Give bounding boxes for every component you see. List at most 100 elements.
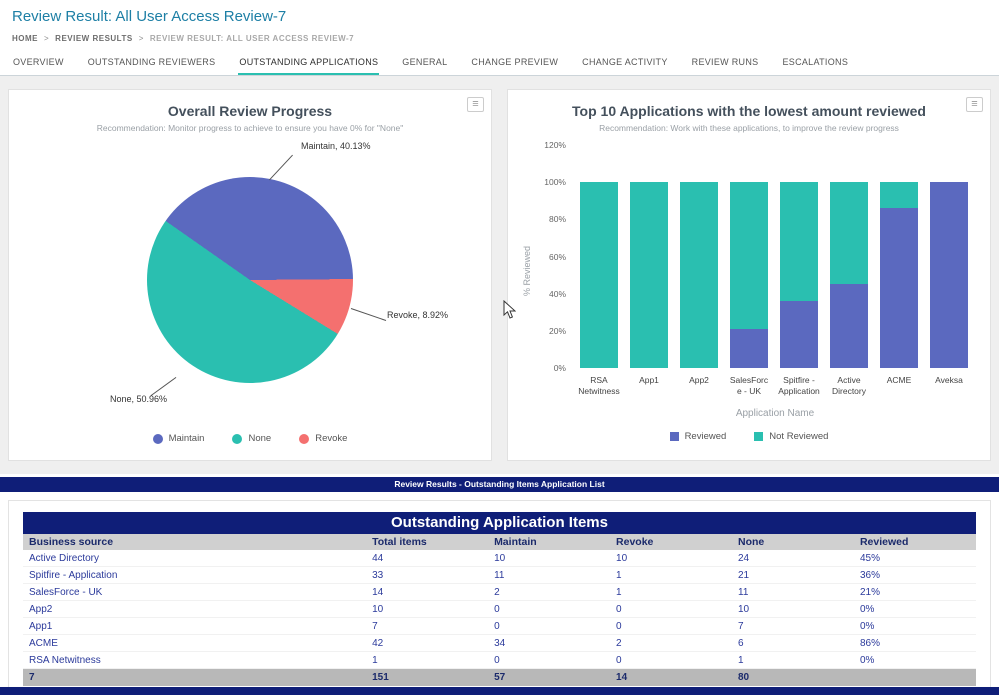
legend-item-maintain[interactable]: Maintain [153,433,205,444]
bar-segment-not-reviewed[interactable] [580,182,618,368]
value-cell: 11 [732,584,854,601]
y-tick-label: 20% [532,326,566,336]
value-cell: 0 [610,652,732,669]
tab-escalations[interactable]: ESCALATIONS [781,48,849,75]
bar-segment-reviewed[interactable] [780,301,818,368]
table-body: Active Directory4410102445%Spitfire - Ap… [23,550,976,669]
table-row[interactable]: RSA Netwitness10010% [23,652,976,669]
x-tick-label: RSA Netwitness [574,375,624,396]
business-source-cell: Active Directory [23,550,366,567]
y-tick-label: 40% [532,289,566,299]
y-tick-label: 60% [532,252,566,262]
chart-menu-icon[interactable]: ≡ [966,97,983,112]
bar-segment-reviewed[interactable] [730,329,768,368]
table-row[interactable]: App170070% [23,618,976,635]
tab-change-preview[interactable]: CHANGE PREVIEW [470,48,559,75]
bar-segment-not-reviewed[interactable] [680,182,718,368]
table-row[interactable]: ACME42342686% [23,635,976,652]
value-cell: 14 [366,584,488,601]
pie-chart-title: Overall Review Progress [9,103,491,119]
tab-change-activity[interactable]: CHANGE ACTIVITY [581,48,669,75]
bar-column [724,182,774,368]
pie[interactable] [147,177,353,383]
value-cell: 44 [366,550,488,567]
value-cell: 10 [610,550,732,567]
legend-item-none[interactable]: None [232,433,271,444]
pie-chart-panel: ≡ Overall Review Progress Recommendation… [8,89,492,461]
y-tick-label: 100% [532,177,566,187]
breadcrumb-item[interactable]: HOME [12,34,38,43]
legend-label: Not Reviewed [769,431,828,442]
chart-menu-icon[interactable]: ≡ [467,97,484,112]
tab-outstanding-applications[interactable]: OUTSTANDING APPLICATIONS [238,48,379,75]
table-row[interactable]: SalesForce - UK14211121% [23,584,976,601]
table-row[interactable]: Active Directory4410102445% [23,550,976,567]
value-cell: 2 [488,584,610,601]
breadcrumb-item[interactable]: REVIEW RESULTS [55,34,133,43]
column-header[interactable]: Reviewed [854,534,976,550]
bar-segment-reviewed[interactable] [830,284,868,368]
legend-item-reviewed[interactable]: Reviewed [670,431,727,442]
column-header[interactable]: Maintain [488,534,610,550]
column-header[interactable]: Revoke [610,534,732,550]
pie-slice-label-maintain: Maintain, 40.13% [301,141,371,151]
value-cell: 7 [732,618,854,635]
bar-segment-not-reviewed[interactable] [630,182,668,368]
value-cell: 21% [854,584,976,601]
footer-cell: 80 [732,669,854,687]
value-cell: 2 [610,635,732,652]
bar-segment-not-reviewed[interactable] [830,182,868,284]
bar-segment-not-reviewed[interactable] [730,182,768,329]
bar-segment-not-reviewed[interactable] [780,182,818,301]
tab-outstanding-reviewers[interactable]: OUTSTANDING REVIEWERS [87,48,217,75]
value-cell: 45% [854,550,976,567]
page-title: Review Result: All User Access Review-7 [12,8,987,25]
legend-label: Revoke [315,433,347,444]
legend-item-not-reviewed[interactable]: Not Reviewed [754,431,828,442]
table-row[interactable]: App21000100% [23,601,976,618]
section-strip: Review Results - Outstanding Items Appli… [0,477,999,492]
bar-chart-subtitle: Recommendation: Work with these applicat… [508,123,990,133]
value-cell: 42 [366,635,488,652]
tab-overview[interactable]: OVERVIEW [12,48,65,75]
pie-chart-stage: Maintain, 40.13% Revoke, 8.92% None, 50.… [9,133,491,433]
column-header[interactable]: Business source [23,534,366,550]
footer-cell: 7 [23,669,366,687]
table-row[interactable]: Spitfire - Application331112136% [23,567,976,584]
table-footer-row: 7151571480 [23,669,976,687]
value-cell: 7 [366,618,488,635]
pie-label-line [269,155,293,181]
bar-column [624,182,674,368]
value-cell: 6 [732,635,854,652]
tab-general[interactable]: GENERAL [401,48,448,75]
value-cell: 10 [488,550,610,567]
business-source-cell: App1 [23,618,366,635]
column-header[interactable]: None [732,534,854,550]
bar-segment-reviewed[interactable] [880,208,918,368]
column-header[interactable]: Total items [366,534,488,550]
value-cell: 0 [488,618,610,635]
value-cell: 21 [732,567,854,584]
footer-cell: 14 [610,669,732,687]
bar-xlabels: RSA NetwitnessApp1App2SalesForce - UKSpi… [574,375,974,396]
legend-label: Maintain [169,433,205,444]
legend-label: Reviewed [685,431,727,442]
legend-item-revoke[interactable]: Revoke [299,433,347,444]
value-cell: 0 [610,601,732,618]
bar-segment-reviewed[interactable] [930,182,968,368]
outstanding-items-table: Outstanding Application Items Business s… [23,512,976,686]
table-header-row: Business sourceTotal itemsMaintainRevoke… [23,534,976,550]
footer-cell: 57 [488,669,610,687]
value-cell: 1 [610,567,732,584]
value-cell: 0% [854,652,976,669]
pie-legend: Maintain None Revoke [9,433,491,444]
bar-segment-not-reviewed[interactable] [880,182,918,208]
bar-chart-panel: ≡ Top 10 Applications with the lowest am… [507,89,991,461]
business-source-cell: Spitfire - Application [23,567,366,584]
legend-swatch-icon [299,434,309,444]
table-section: Outstanding Application Items Business s… [8,500,991,695]
tab-review-runs[interactable]: REVIEW RUNS [691,48,760,75]
value-cell: 11 [488,567,610,584]
value-cell: 1 [732,652,854,669]
value-cell: 86% [854,635,976,652]
